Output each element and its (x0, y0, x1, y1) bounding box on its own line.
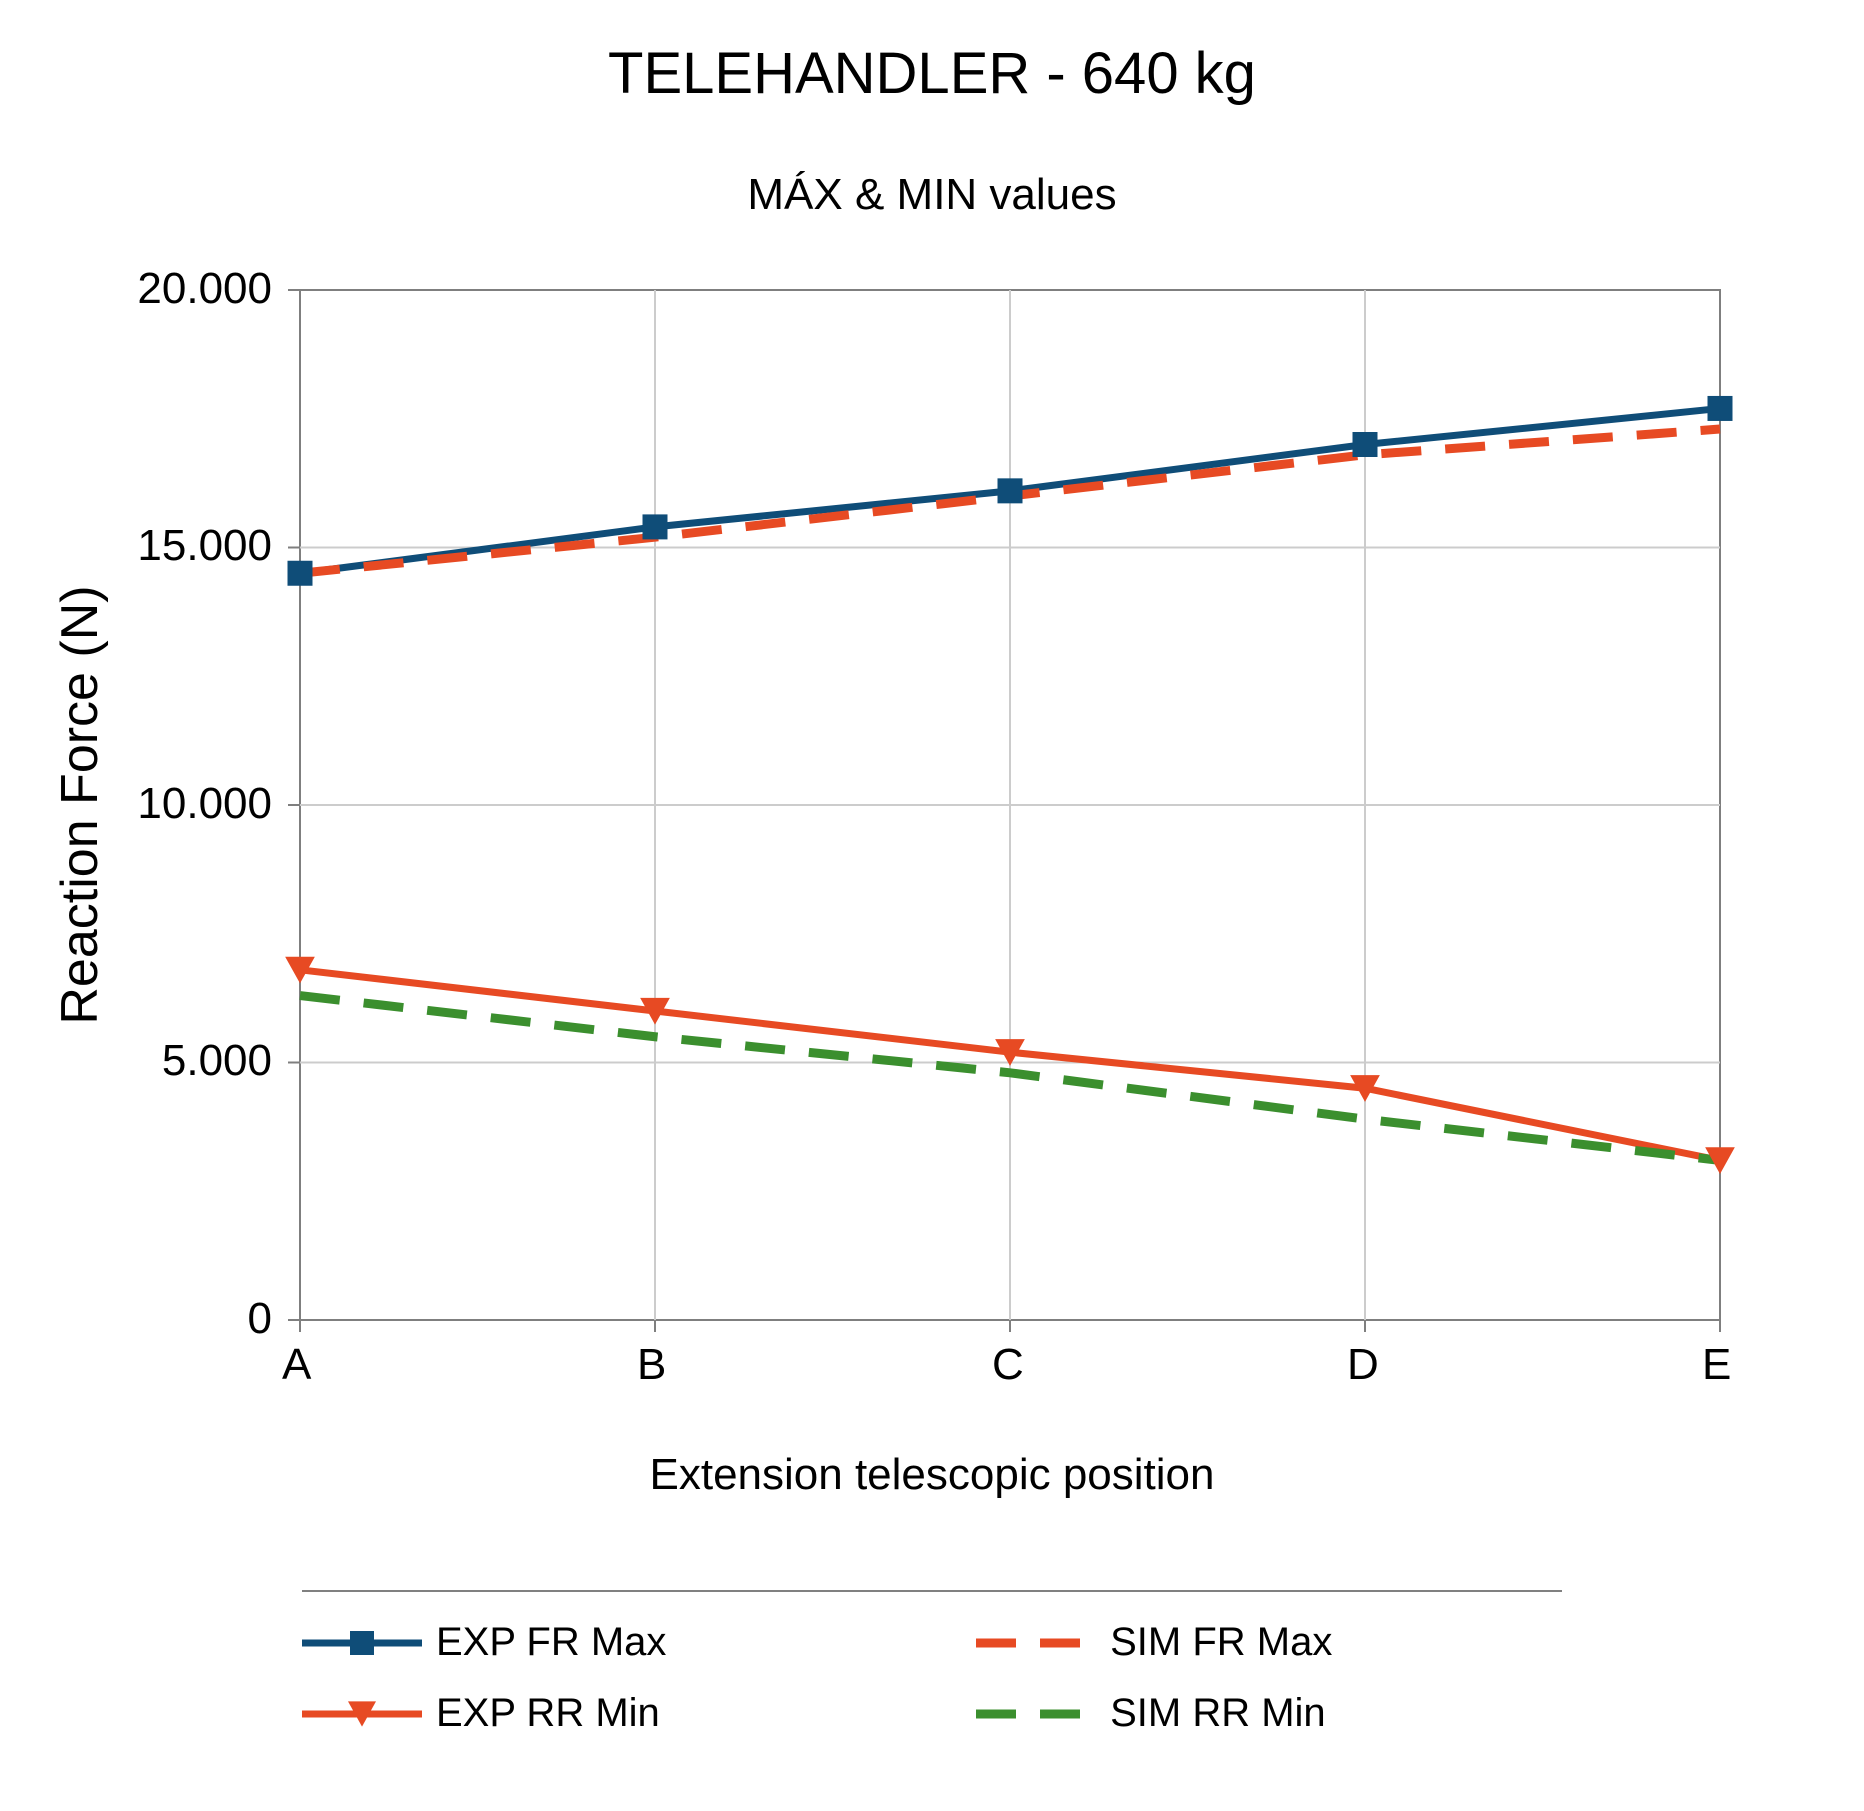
x-tick-label: C (992, 1340, 1024, 1390)
x-axis-label: Extension telescopic position (0, 1450, 1864, 1500)
marker-square (1353, 433, 1377, 457)
marker-square (998, 479, 1022, 503)
marker-square (643, 515, 667, 539)
y-tick-label: 10.000 (137, 779, 272, 829)
x-tick-label: E (1702, 1340, 1731, 1390)
marker-square (1708, 396, 1732, 420)
legend-label: SIM RR Min (1096, 1691, 1562, 1736)
x-tick-label: D (1347, 1340, 1379, 1390)
y-tick-label: 5.000 (162, 1036, 272, 1086)
chart-title: TELEHANDLER - 640 kg (0, 40, 1864, 107)
y-tick-label: 0 (248, 1294, 272, 1344)
legend-swatch (976, 1628, 1096, 1658)
legend: EXP FR Max SIM FR Max EXP RR Min SIM RR Min (302, 1590, 1562, 1736)
y-axis-label: Reaction Force (N) (50, 585, 110, 1024)
legend-swatch (976, 1699, 1096, 1729)
marker-square (288, 561, 312, 585)
chart-subtitle: MÁX & MIN values (0, 170, 1864, 220)
chart-container: TELEHANDLER - 640 kg MÁX & MIN values Re… (0, 0, 1864, 1811)
legend-label: EXP FR Max (422, 1620, 896, 1665)
y-tick-label: 15.000 (137, 521, 272, 571)
legend-label: SIM FR Max (1096, 1620, 1562, 1665)
legend-label: EXP RR Min (422, 1691, 896, 1736)
legend-swatch (302, 1699, 422, 1729)
legend-swatch (302, 1628, 422, 1658)
x-tick-label: B (637, 1340, 666, 1390)
y-tick-label: 20.000 (137, 264, 272, 314)
x-tick-label: A (282, 1340, 311, 1390)
plot-area (300, 290, 1720, 1320)
